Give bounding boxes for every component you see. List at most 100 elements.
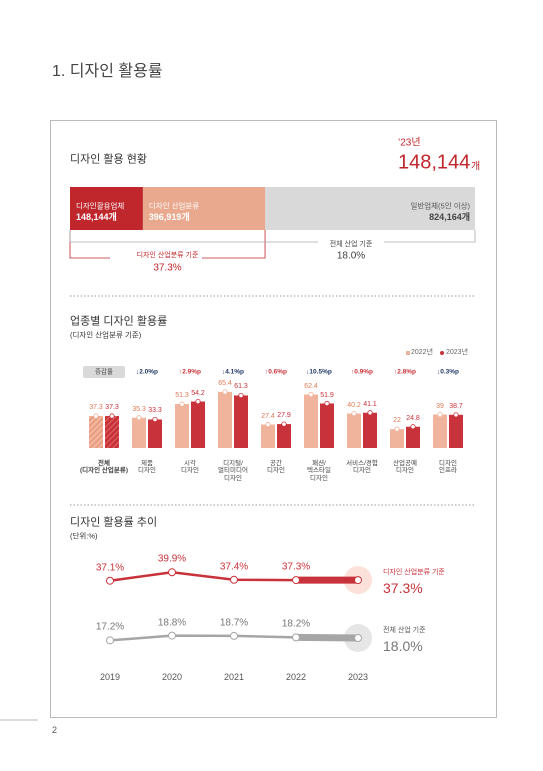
point <box>106 576 114 585</box>
segment-value: 148,144개 <box>76 211 117 222</box>
category-label: 서비스/경험 디자인 <box>346 460 378 475</box>
bar-dot <box>179 401 185 407</box>
change-label: ↑0.9%p <box>350 368 374 376</box>
value-label: 35.3 <box>132 405 146 413</box>
point <box>354 576 362 585</box>
change-badge <box>83 366 125 378</box>
bar-dot <box>152 416 158 423</box>
category-label: 전체 (디자인 산업분류) <box>80 460 128 475</box>
bar <box>218 391 232 448</box>
change-label: ↑0.6%p <box>264 368 288 376</box>
bar <box>191 401 205 448</box>
page-title: 1. 디자인 활용률 <box>52 62 163 80</box>
section-title: 디자인 활용률 추이 <box>70 516 158 529</box>
bar <box>105 416 119 448</box>
change-label: ↓2.0%p <box>135 368 159 376</box>
value-label: 37.3 <box>89 403 103 411</box>
point <box>292 576 300 585</box>
series-name: 전체 산업 기준 <box>383 626 426 634</box>
bar-dot <box>136 415 142 421</box>
bar-dot <box>437 411 443 418</box>
bar <box>261 424 275 448</box>
value-label: 37.3 <box>105 403 119 411</box>
point <box>292 633 300 642</box>
x-tick-label: 2021 <box>223 671 245 682</box>
section-title: 디자인 활용 현황 <box>70 153 147 166</box>
point <box>168 568 176 577</box>
bar-dot <box>367 410 373 416</box>
bar-dot <box>281 421 287 427</box>
category-label: 제품 디자인 <box>138 460 156 475</box>
x-tick-label: 2023 <box>347 671 369 682</box>
value-label: 18.8% <box>157 616 187 628</box>
bar <box>148 419 162 448</box>
bar-dot <box>265 421 271 428</box>
section-subtitle: (디자인 산업분류 기준) <box>70 330 142 340</box>
point <box>106 636 114 645</box>
value-label: 39.9% <box>157 553 187 565</box>
label-bg <box>110 250 202 274</box>
change-label: ↑2.9%p <box>178 368 202 376</box>
series-value: 37.3% <box>383 580 423 597</box>
section-subtitle: (단위:%) <box>70 531 98 541</box>
bar-dot <box>308 391 314 398</box>
segment-name: 디자인 산업분류 <box>148 201 200 211</box>
page-number: 2 <box>52 724 58 735</box>
value-label: 40.2 <box>347 401 361 409</box>
bar <box>406 426 420 448</box>
bar-dot <box>109 413 115 419</box>
year-label: ’23년 <box>398 137 421 149</box>
base-name: 디자인 산업분류 기준 <box>136 251 199 259</box>
legend-label: 2022년 <box>411 348 434 356</box>
bar <box>132 417 146 448</box>
total-unit: 개 <box>471 161 481 173</box>
value-label: 33.3 <box>148 407 162 415</box>
bar <box>304 394 318 448</box>
bar <box>347 413 361 448</box>
change-label: ↓0.3%p <box>436 368 460 376</box>
point <box>230 631 238 640</box>
value-label: 51.9 <box>320 391 334 399</box>
category-label: 공간 디자인 <box>267 460 285 475</box>
bar <box>175 404 189 448</box>
point <box>230 575 238 584</box>
value-label: 38.7 <box>449 402 463 410</box>
bar-dot <box>324 400 330 407</box>
segment-value: 396,919개 <box>148 211 190 222</box>
segment-name: 일반업체(5인 이상) <box>410 201 470 211</box>
bar <box>277 424 291 448</box>
x-tick-label: 2022 <box>285 671 307 682</box>
bar-dot <box>195 398 201 405</box>
value-label: 37.4% <box>219 561 249 573</box>
bar-dot <box>453 412 459 418</box>
segment-name: 디자인활용업체 <box>76 201 125 211</box>
category-label: 시각 디자인 <box>181 460 199 475</box>
bar-dot <box>222 389 228 395</box>
value-label: 51.3 <box>175 391 189 399</box>
legend-label: 2023년 <box>446 348 469 356</box>
bar-dot <box>351 410 357 417</box>
bar-dot <box>238 392 244 399</box>
legend-swatch <box>406 351 410 355</box>
value-label: 37.3% <box>281 561 311 573</box>
value-label: 39 <box>436 402 444 410</box>
change-label: ↓10.5%p <box>306 368 332 376</box>
value-label: 61.3 <box>234 383 248 391</box>
category-label: 산업공예 디자인 <box>393 460 417 475</box>
x-tick-label: 2020 <box>161 671 183 682</box>
value-label: 22 <box>393 417 401 425</box>
category-label: 패션/ 텍스타일 디자인 <box>307 460 331 482</box>
segment-value: 824,164개 <box>429 211 470 222</box>
value-label: 18.7% <box>219 617 249 629</box>
series-value: 18.0% <box>383 637 423 654</box>
bar <box>449 414 463 448</box>
value-label: 18.2% <box>281 618 311 630</box>
change-label: ↑2.8%p <box>393 368 417 376</box>
base-value: 18.0% <box>336 250 366 262</box>
point <box>354 634 362 642</box>
trend-emphasis <box>295 633 359 642</box>
bar-dot <box>394 426 400 432</box>
value-label: 65.4 <box>218 379 232 387</box>
